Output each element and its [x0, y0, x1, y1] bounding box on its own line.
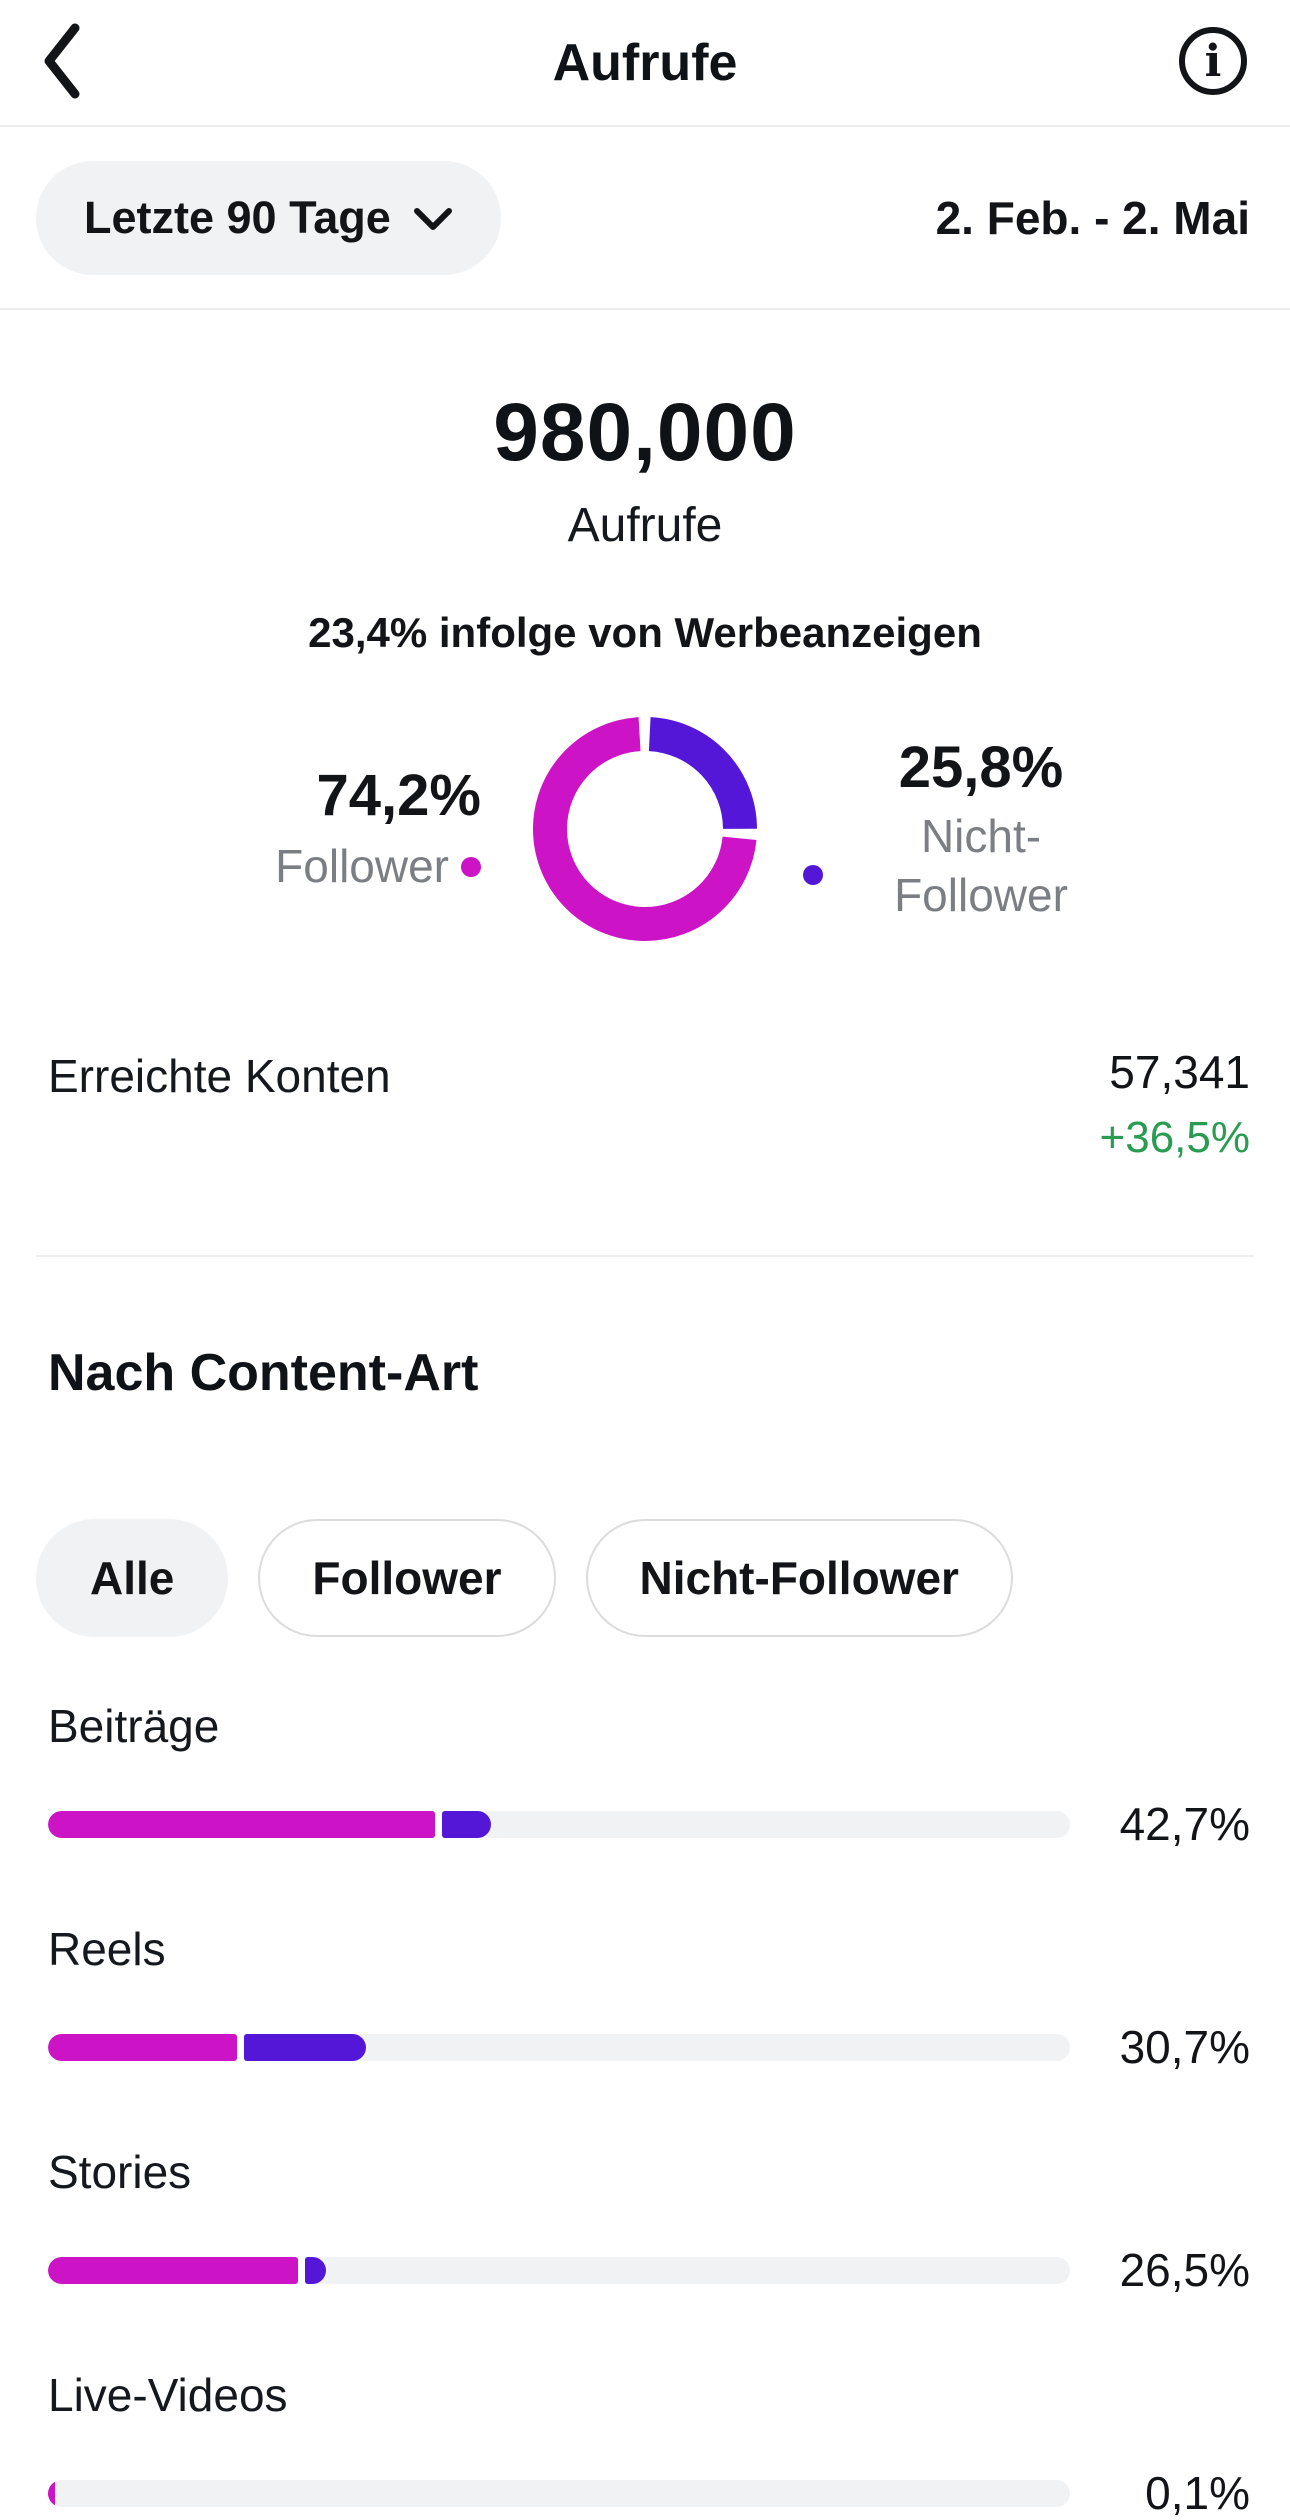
nonfollower-label: Nicht- Follower: [894, 809, 1068, 921]
content-type-heading: Nach Content-Art: [48, 1344, 479, 1402]
content-row-beitraege: Beiträge 42,7%: [0, 1699, 1290, 1851]
donut-chart: [533, 717, 757, 941]
content-type-label: Beiträge: [48, 1700, 220, 1752]
nonfollower-dot-icon: [803, 864, 823, 885]
legend-follower: 74,2% Follower: [171, 762, 481, 896]
info-icon: i: [1176, 24, 1250, 101]
bar-segment-gap: [435, 1810, 443, 1838]
ads-share-note: 23,4% infolge von Werbeanzeigen: [308, 609, 982, 656]
bar-track: [48, 2479, 1070, 2507]
content-percentage: 42,7%: [1119, 1798, 1250, 1850]
filter-pill-nicht-follower[interactable]: Nicht-Follower: [585, 1519, 1013, 1637]
content-percentage: 30,7%: [1119, 2021, 1250, 2073]
legend-nonfollower: 25,8% Nicht- Follower: [803, 734, 1119, 925]
follower-dot-icon: [461, 856, 481, 877]
donut-segment-follower: [533, 717, 757, 941]
follower-donut-chart: 74,2% Follower 25,8% Nicht- Follower: [0, 709, 1290, 949]
bar-segment-nonfollower: [442, 1810, 492, 1838]
section-divider: [36, 1255, 1254, 1257]
total-views-label: Aufrufe: [567, 499, 723, 552]
back-button[interactable]: [40, 21, 82, 104]
page-title: Aufrufe: [552, 33, 738, 92]
content-percentage: 0,1%: [1145, 2467, 1250, 2519]
reached-accounts-label: Erreichte Konten: [48, 1050, 391, 1102]
bar-track: [48, 2033, 1070, 2061]
content-type-bars: Beiträge 42,7% Reels 30,7%: [0, 1699, 1290, 2520]
filter-pill-follower[interactable]: Follower: [258, 1519, 556, 1637]
date-range-button[interactable]: Letzte 90 Tage: [36, 160, 501, 275]
chevron-left-icon: [40, 21, 82, 104]
reached-accounts-row: Erreichte Konten 57,341 +36,5%: [0, 1045, 1290, 1163]
header: Aufrufe i: [0, 0, 1290, 127]
filter-row: Letzte 90 Tage 2. Feb. - 2. Mai: [0, 127, 1290, 310]
bar-segment-follower: [48, 2479, 56, 2507]
content-row-reels: Reels 30,7%: [0, 1922, 1290, 2074]
reached-accounts-value: 57,341: [1109, 1046, 1250, 1098]
date-range-text: 2. Feb. - 2. Mai: [935, 191, 1250, 244]
bar-segment-gap: [298, 2256, 306, 2284]
date-range-button-label: Letzte 90 Tage: [84, 191, 391, 243]
bar-segment-nonfollower: [305, 2256, 326, 2284]
bar-segment-follower: [48, 2256, 299, 2284]
bar-segment-follower: [48, 2033, 238, 2061]
follower-percentage: 74,2%: [316, 763, 481, 829]
content-type-label: Live-Videos: [48, 2369, 288, 2421]
chevron-down-icon: [413, 192, 453, 244]
bar-track: [48, 1810, 1070, 1838]
total-views-value: 980,000: [493, 387, 797, 478]
filter-pill-alle[interactable]: Alle: [36, 1519, 229, 1637]
summary-section: 980,000 Aufrufe 23,4% infolge von Werbea…: [0, 310, 1290, 949]
content-row-stories: Stories 26,5%: [0, 2145, 1290, 2297]
nonfollower-percentage: 25,8%: [898, 734, 1064, 800]
bar-segment-nonfollower: [244, 2033, 366, 2061]
follower-label: Follower: [275, 840, 449, 893]
bar-segment-follower: [48, 1810, 436, 1838]
content-row-live-videos: Live-Videos 0,1%: [0, 2368, 1290, 2520]
donut-segment-nonfollower: [533, 717, 757, 941]
svg-text:i: i: [1205, 36, 1222, 87]
bar-track: [48, 2256, 1070, 2284]
bar-segment-gap: [237, 2033, 245, 2061]
content-percentage: 26,5%: [1119, 2244, 1250, 2296]
audience-filter-pills: Alle Follower Nicht-Follower: [36, 1519, 1290, 1637]
content-type-label: Stories: [48, 2146, 192, 2198]
info-button[interactable]: i: [1176, 24, 1250, 101]
content-type-label: Reels: [48, 1923, 166, 1975]
reached-accounts-delta: +36,5%: [1099, 1113, 1250, 1162]
